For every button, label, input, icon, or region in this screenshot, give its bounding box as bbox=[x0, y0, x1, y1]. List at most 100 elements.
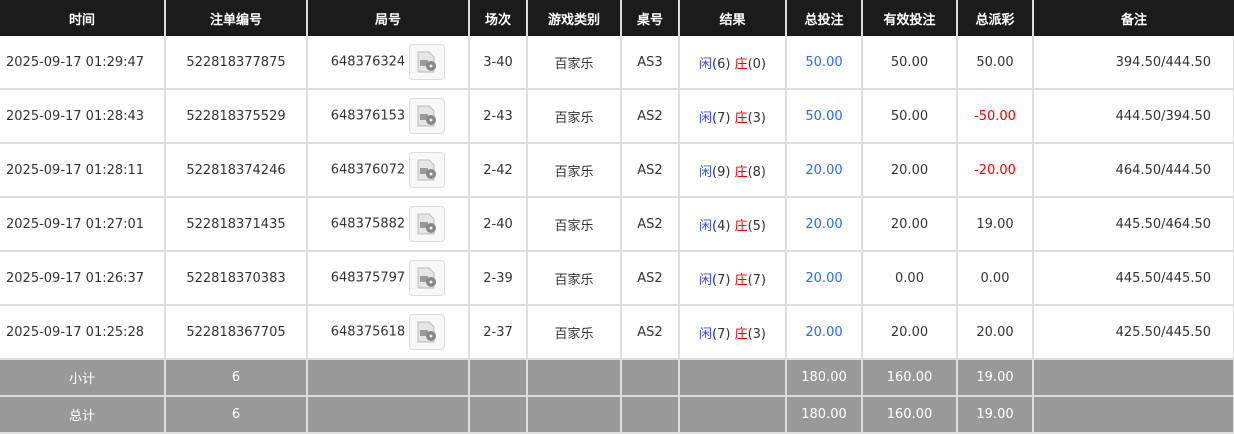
bet-id: 522818367705 bbox=[164, 305, 308, 360]
video-replay-icon[interactable] bbox=[409, 206, 446, 242]
note: 394.50/444.50 bbox=[1032, 36, 1234, 90]
video-replay-icon[interactable] bbox=[409, 260, 446, 296]
game-type: 百家乐 bbox=[526, 251, 622, 306]
bet-id: 522818370383 bbox=[164, 251, 308, 306]
game-type: 百家乐 bbox=[526, 197, 622, 252]
banker-label: 庄 bbox=[734, 218, 748, 234]
session: 2-40 bbox=[468, 197, 528, 252]
header-round: 局号 bbox=[306, 0, 469, 36]
bet-time: 2025-09-17 01:28:11 bbox=[0, 143, 166, 198]
table-row: 2025-09-17 01:28:11 522818374246 6483760… bbox=[0, 143, 1234, 198]
table-no: AS2 bbox=[620, 89, 680, 144]
player-label: 闲 bbox=[698, 110, 712, 126]
result: 闲(7) 庄(3) bbox=[678, 89, 787, 144]
note: 445.50/445.50 bbox=[1032, 251, 1234, 306]
footer-count: 6 bbox=[164, 358, 308, 397]
session: 2-37 bbox=[468, 305, 528, 360]
header-bet-id: 注单编号 bbox=[164, 0, 307, 36]
bet-time: 2025-09-17 01:25:28 bbox=[0, 305, 166, 360]
table-no: AS2 bbox=[620, 197, 680, 252]
valid-bet: 20.00 bbox=[861, 143, 958, 198]
empty-cell bbox=[306, 395, 470, 434]
note: 425.50/445.50 bbox=[1032, 305, 1234, 360]
footer-payout: 19.00 bbox=[956, 358, 1034, 397]
empty-cell bbox=[306, 358, 470, 397]
footer-valid-bet: 160.00 bbox=[861, 358, 958, 397]
footer-count: 6 bbox=[164, 395, 308, 434]
bet-id: 522818374246 bbox=[164, 143, 308, 198]
bet-time: 2025-09-17 01:28:43 bbox=[0, 89, 166, 144]
video-replay-icon[interactable] bbox=[409, 152, 446, 188]
footer-label: 小计 bbox=[0, 358, 166, 397]
player-score: (7) bbox=[712, 110, 731, 126]
note: 445.50/464.50 bbox=[1032, 197, 1234, 252]
empty-cell bbox=[678, 395, 787, 434]
table-no: AS3 bbox=[620, 36, 680, 90]
banker-score: (5) bbox=[747, 218, 766, 234]
note: 444.50/394.50 bbox=[1032, 89, 1234, 144]
bet-id: 522818375529 bbox=[164, 89, 308, 144]
valid-bet: 20.00 bbox=[861, 197, 958, 252]
round-id: 648376072 bbox=[330, 162, 406, 178]
banker-label: 庄 bbox=[734, 272, 748, 288]
bet-time: 2025-09-17 01:26:37 bbox=[0, 251, 166, 306]
round-cell: 648376153 bbox=[306, 89, 470, 144]
result: 闲(9) 庄(8) bbox=[678, 143, 787, 198]
empty-cell bbox=[1032, 395, 1234, 434]
total-bet: 50.00 bbox=[785, 36, 863, 90]
table-row: 2025-09-17 01:28:43 522818375529 6483761… bbox=[0, 89, 1234, 144]
bet-id: 522818371435 bbox=[164, 197, 308, 252]
header-time: 时间 bbox=[0, 0, 165, 36]
video-replay-icon[interactable] bbox=[409, 44, 446, 80]
bet-time: 2025-09-17 01:29:47 bbox=[0, 36, 166, 90]
banker-score: (3) bbox=[747, 326, 766, 342]
header-note: 备注 bbox=[1032, 0, 1234, 36]
valid-bet: 50.00 bbox=[861, 36, 958, 90]
round-id: 648375882 bbox=[330, 216, 406, 232]
result: 闲(7) 庄(3) bbox=[678, 305, 787, 360]
game-type: 百家乐 bbox=[526, 143, 622, 198]
total-bet: 50.00 bbox=[785, 89, 863, 144]
table-no: AS2 bbox=[620, 305, 680, 360]
player-score: (9) bbox=[712, 164, 731, 180]
table-row: 2025-09-17 01:29:47 522818377875 6483763… bbox=[0, 36, 1234, 90]
banker-score: (7) bbox=[747, 272, 766, 288]
table-row: 2025-09-17 01:27:01 522818371435 6483758… bbox=[0, 197, 1234, 252]
footer-total-bet: 180.00 bbox=[785, 395, 863, 434]
player-label: 闲 bbox=[698, 164, 712, 180]
empty-cell bbox=[526, 395, 622, 434]
table-no: AS2 bbox=[620, 143, 680, 198]
payout: 19.00 bbox=[956, 197, 1034, 252]
round-cell: 648376324 bbox=[306, 36, 470, 90]
footer-valid-bet: 160.00 bbox=[861, 395, 958, 434]
note: 464.50/444.50 bbox=[1032, 143, 1234, 198]
banker-label: 庄 bbox=[734, 326, 748, 342]
round-cell: 648375882 bbox=[306, 197, 470, 252]
game-type: 百家乐 bbox=[526, 89, 622, 144]
empty-cell bbox=[620, 395, 680, 434]
player-score: (7) bbox=[712, 326, 731, 342]
game-type: 百家乐 bbox=[526, 36, 622, 90]
player-score: (7) bbox=[712, 272, 731, 288]
empty-cell bbox=[468, 395, 528, 434]
valid-bet: 20.00 bbox=[861, 305, 958, 360]
payout: -50.00 bbox=[956, 89, 1034, 144]
player-label: 闲 bbox=[698, 56, 712, 72]
payout: 20.00 bbox=[956, 305, 1034, 360]
header-payout: 总派彩 bbox=[956, 0, 1033, 36]
table-row: 2025-09-17 01:25:28 522818367705 6483756… bbox=[0, 305, 1234, 360]
video-replay-icon[interactable] bbox=[409, 98, 446, 134]
banker-score: (0) bbox=[747, 56, 766, 72]
round-id: 648376153 bbox=[330, 108, 406, 124]
result: 闲(4) 庄(5) bbox=[678, 197, 787, 252]
header-game-type: 游戏类别 bbox=[526, 0, 621, 36]
game-type: 百家乐 bbox=[526, 305, 622, 360]
video-replay-icon[interactable] bbox=[409, 314, 446, 350]
result: 闲(7) 庄(7) bbox=[678, 251, 787, 306]
round-cell: 648376072 bbox=[306, 143, 470, 198]
footer-payout: 19.00 bbox=[956, 395, 1034, 434]
footer-label: 总计 bbox=[0, 395, 166, 434]
total-bet: 20.00 bbox=[785, 143, 863, 198]
header-total-bet: 总投注 bbox=[785, 0, 862, 36]
